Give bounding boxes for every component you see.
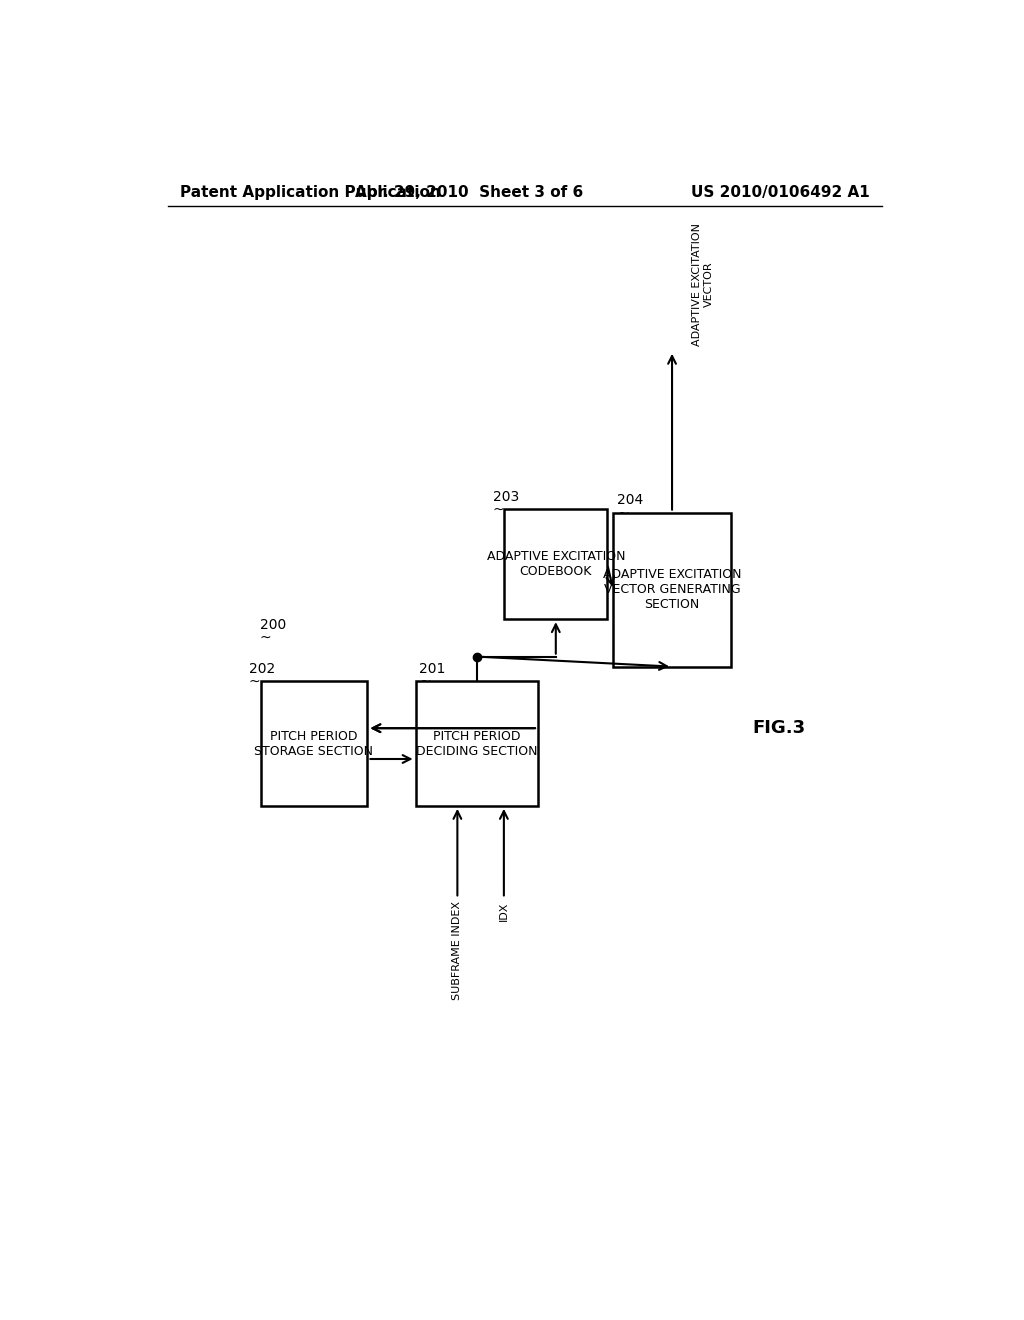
Text: 203
~: 203 ~	[493, 490, 519, 517]
Text: ADAPTIVE EXCITATION
VECTOR GENERATING
SECTION: ADAPTIVE EXCITATION VECTOR GENERATING SE…	[603, 568, 741, 611]
Text: 201
~: 201 ~	[420, 663, 445, 689]
Bar	[416, 681, 538, 807]
Text: PITCH PERIOD
STORAGE SECTION: PITCH PERIOD STORAGE SECTION	[255, 730, 374, 758]
Text: 200
~: 200 ~	[260, 618, 286, 645]
Text: IDX: IDX	[499, 902, 509, 921]
Text: PITCH PERIOD
DECIDING SECTION: PITCH PERIOD DECIDING SECTION	[416, 730, 538, 758]
Bar	[504, 510, 607, 619]
Text: FIG.3: FIG.3	[753, 718, 805, 737]
Text: Patent Application Publication: Patent Application Publication	[179, 185, 440, 201]
Text: 202
~: 202 ~	[249, 663, 275, 689]
Text: ADAPTIVE EXCITATION
CODEBOOK: ADAPTIVE EXCITATION CODEBOOK	[486, 550, 625, 578]
Bar	[260, 681, 368, 807]
Text: US 2010/0106492 A1: US 2010/0106492 A1	[691, 185, 870, 201]
Text: Apr. 29, 2010  Sheet 3 of 6: Apr. 29, 2010 Sheet 3 of 6	[355, 185, 584, 201]
Text: SUBFRAME INDEX: SUBFRAME INDEX	[453, 902, 463, 1001]
Bar	[613, 512, 731, 667]
Text: ADAPTIVE EXCITATION
VECTOR: ADAPTIVE EXCITATION VECTOR	[692, 223, 714, 346]
Text: 204
~: 204 ~	[617, 494, 643, 520]
